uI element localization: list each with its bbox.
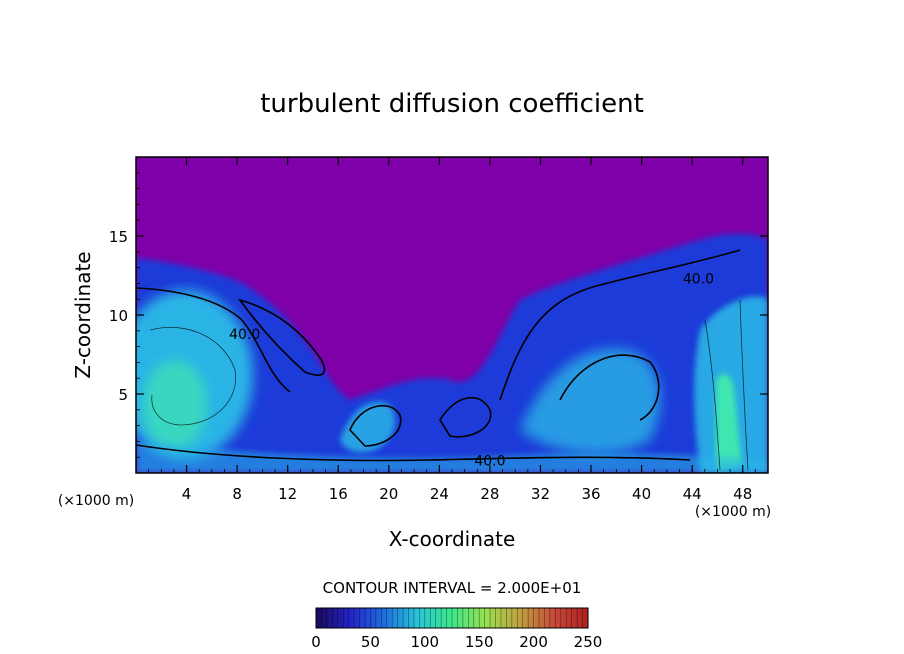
contour-lines-thin bbox=[149, 299, 749, 471]
x-tick-label: 20 bbox=[379, 485, 398, 503]
y-axis: 5 10 15 bbox=[109, 172, 768, 458]
contour-bottom-line bbox=[136, 444, 691, 462]
contour-left-arc bbox=[238, 298, 326, 376]
x-tick-label: 48 bbox=[733, 485, 752, 503]
colorbar-tick-label: 0 bbox=[311, 633, 321, 651]
contour-label: 40.0 bbox=[474, 453, 505, 469]
x-tick-label: 32 bbox=[531, 485, 550, 503]
chart-title: turbulent diffusion coefficient bbox=[260, 89, 644, 119]
colorbar-tick-label: 250 bbox=[574, 633, 603, 651]
contour-right-column bbox=[704, 319, 721, 471]
contour-left-swirl bbox=[149, 327, 237, 426]
y-axis-title: Z-coordinate bbox=[71, 251, 95, 378]
colorbar-tick-label: 100 bbox=[410, 633, 439, 651]
y-axis-unit: (×1000 m) bbox=[58, 493, 134, 509]
x-tick-label: 28 bbox=[480, 485, 499, 503]
contour-labels: 40.0 40.0 40.0 bbox=[229, 272, 714, 470]
x-axis-unit: (×1000 m) bbox=[695, 504, 771, 520]
colorbar-ticks: 0 50 100 150 200 250 bbox=[311, 633, 602, 651]
x-axis-title: X-coordinate bbox=[389, 527, 516, 551]
x-tick-label: 16 bbox=[329, 485, 348, 503]
central-plume bbox=[340, 401, 395, 453]
right-vortex bbox=[520, 348, 661, 454]
contour-center-blob-2 bbox=[439, 396, 492, 438]
y-tick-label: 15 bbox=[109, 228, 128, 246]
contour-label: 40.0 bbox=[229, 327, 260, 343]
x-tick-label: 24 bbox=[430, 485, 449, 503]
contour-right-column-2 bbox=[739, 299, 749, 471]
contour-lines bbox=[136, 249, 741, 462]
contour-label: 40.0 bbox=[683, 272, 714, 288]
contour-right-ridge bbox=[499, 249, 741, 401]
x-tick-label: 44 bbox=[683, 485, 702, 503]
x-tick-label: 12 bbox=[278, 485, 297, 503]
x-axis: 4 8 12 16 20 24 28 32 36 40 44 48 bbox=[148, 157, 756, 503]
colorbar-tick-label: 200 bbox=[519, 633, 548, 651]
y-tick-label: 5 bbox=[118, 386, 128, 404]
x-tick-label: 8 bbox=[232, 485, 242, 503]
x-tick-label: 36 bbox=[581, 485, 600, 503]
contour-center-blob bbox=[349, 404, 402, 447]
contour-upper-boundary bbox=[136, 287, 291, 393]
colorbar-contour-lines bbox=[321, 608, 583, 628]
x-tick-label: 4 bbox=[182, 485, 192, 503]
x-tick-label: 40 bbox=[632, 485, 651, 503]
far-right-core bbox=[716, 374, 742, 470]
colorbar-tick-label: 50 bbox=[361, 633, 380, 651]
colorbar-tick-label: 150 bbox=[465, 633, 494, 651]
bottom-band bbox=[136, 440, 768, 473]
y-tick-label: 10 bbox=[109, 307, 128, 325]
left-vortex-core bbox=[143, 360, 207, 450]
contour-interval-label: CONTOUR INTERVAL = 2.000E+01 bbox=[323, 579, 582, 597]
contour-right-arc bbox=[559, 354, 660, 421]
heatmap-field bbox=[136, 157, 768, 473]
